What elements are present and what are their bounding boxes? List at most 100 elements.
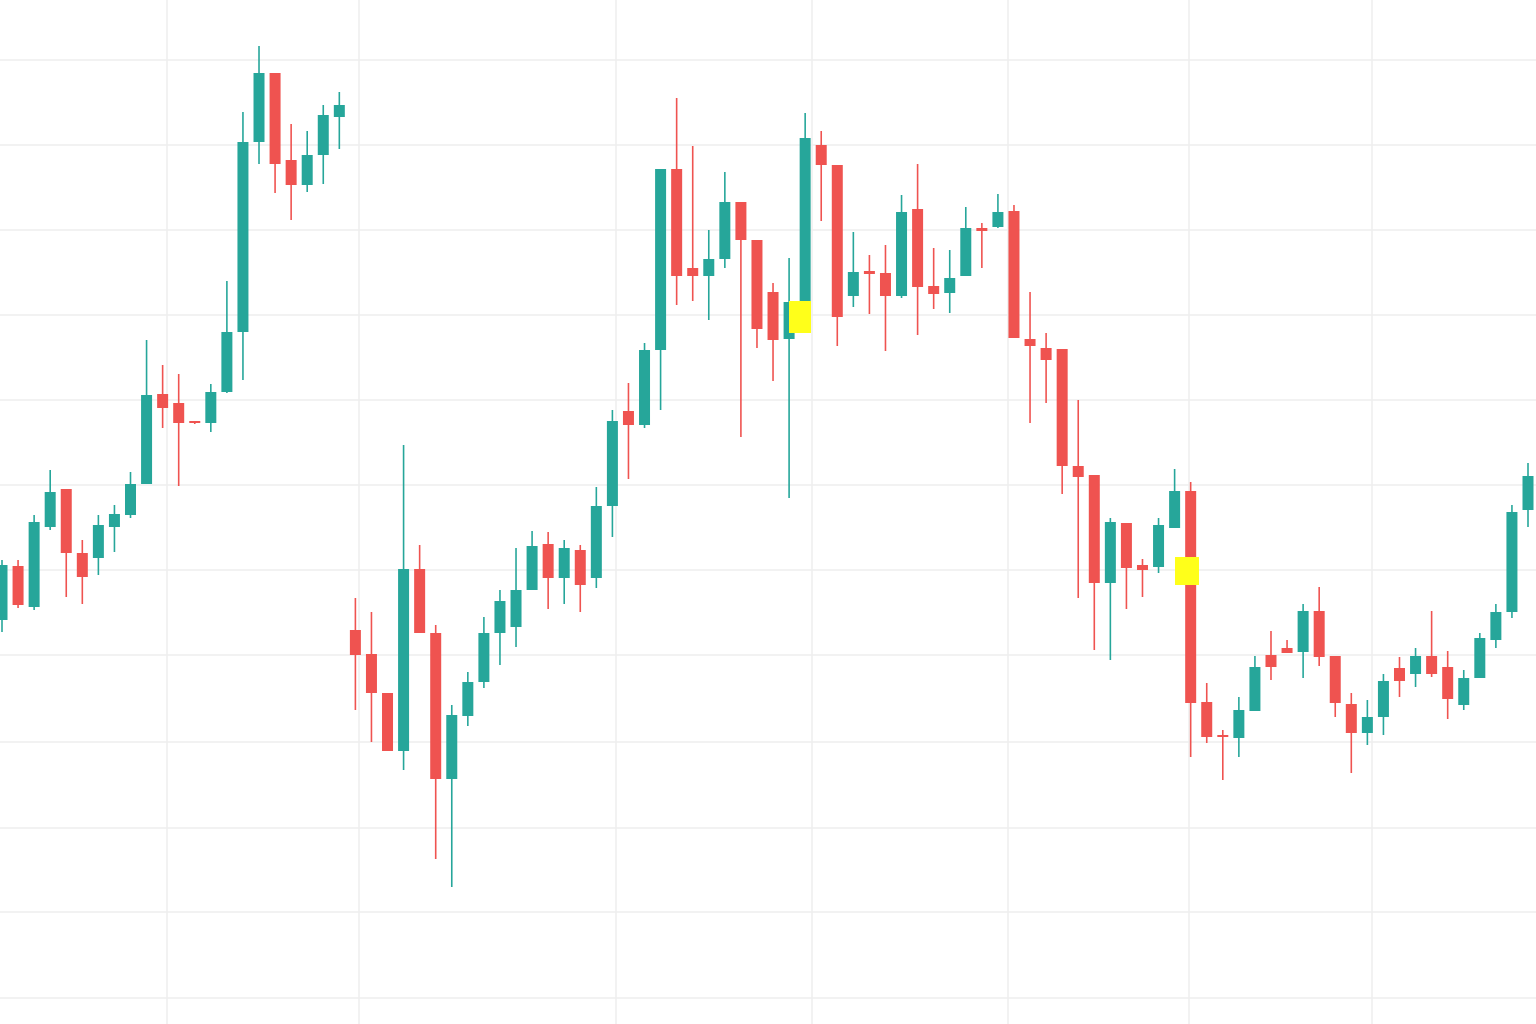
candle-body [1361,717,1373,733]
candle-body [1088,475,1100,583]
candle-body [1217,735,1229,737]
candle-body [879,273,891,296]
candle-body [1056,349,1068,466]
candle-body [960,228,972,276]
candle-body [1233,710,1245,738]
candle-body [992,212,1004,227]
candle-body [478,633,490,682]
candle-body [639,350,651,425]
highlight-marker [1175,557,1199,585]
candle-body [44,492,56,527]
candle-body [269,73,281,164]
candle-body [896,212,908,296]
candle-body [12,566,24,605]
candle-body [125,484,137,515]
candle-body [1458,678,1470,705]
candle-body [1072,466,1084,477]
candle-body [1490,612,1502,640]
candle-body [446,715,458,779]
candle-body [1345,704,1357,733]
candle-body [189,421,201,423]
candle-body [735,202,747,240]
candle-body [622,411,634,425]
highlight-marker [789,301,811,333]
candle-body [1442,667,1454,699]
candle-body [847,272,859,296]
candle-body [526,546,538,590]
candle-body [1329,656,1341,703]
candle-body [1297,611,1309,652]
candle-body [703,259,715,276]
candle-body [1522,476,1534,510]
candle-body [1281,648,1293,653]
candle-body [831,165,843,317]
candle-body [815,145,827,165]
candle-body [398,569,410,751]
candle-body [1474,638,1486,678]
candle-body [76,553,88,577]
candle-body [1169,491,1181,528]
candle-body [1249,667,1261,711]
candle-body [173,403,185,423]
candle-body [28,522,40,607]
candle-body [141,395,153,484]
candle-body [1313,611,1325,657]
candle-body [0,565,8,620]
candle-body [928,286,940,294]
candle-body [1153,525,1165,567]
candle-body [1426,656,1438,674]
candle-body [365,654,377,693]
candle-body [1136,565,1148,570]
horizontal-grid [0,59,1536,999]
candle-body [1008,211,1020,338]
candle-body [719,202,731,259]
candle-body [574,550,586,585]
candle-body [333,105,345,117]
candle-body [285,160,297,185]
candle-body [1104,522,1116,583]
candle-body [205,392,217,423]
candle-body [221,332,233,392]
candle-body [558,548,570,578]
candle-body [687,268,699,276]
candle-body [912,209,924,287]
candle-body [462,682,474,716]
candle-body [1377,681,1389,717]
candle-body [1024,339,1036,346]
candle-body [253,73,265,142]
candle-body [1120,523,1132,568]
candle-body [944,278,956,293]
candle-body [510,590,522,627]
candle-body [349,630,361,655]
candle-body [606,421,618,506]
candle-body [1265,655,1277,667]
candle-body [542,544,554,578]
candle-body [590,506,602,578]
candle-body [382,693,394,751]
candle-body [430,633,442,779]
candle-body [799,138,811,302]
candles [0,46,1534,887]
candle-body [1201,702,1213,737]
candle-body [157,394,169,408]
candle-body [92,525,104,558]
candle-body [1185,491,1197,703]
candle-body [655,169,667,350]
candle-body [301,155,313,185]
candle-body [60,489,72,553]
candle-body [414,569,426,633]
candle-body [237,142,249,332]
candle-body [751,240,763,329]
candle-body [1040,348,1052,360]
candle-body [767,292,779,340]
candle-body [317,115,329,155]
candle-body [1506,512,1518,612]
candle-body [863,271,875,274]
candle-body [671,169,683,276]
candle-body [108,514,120,527]
candle-body [1393,668,1405,681]
candle-body [1410,656,1422,674]
